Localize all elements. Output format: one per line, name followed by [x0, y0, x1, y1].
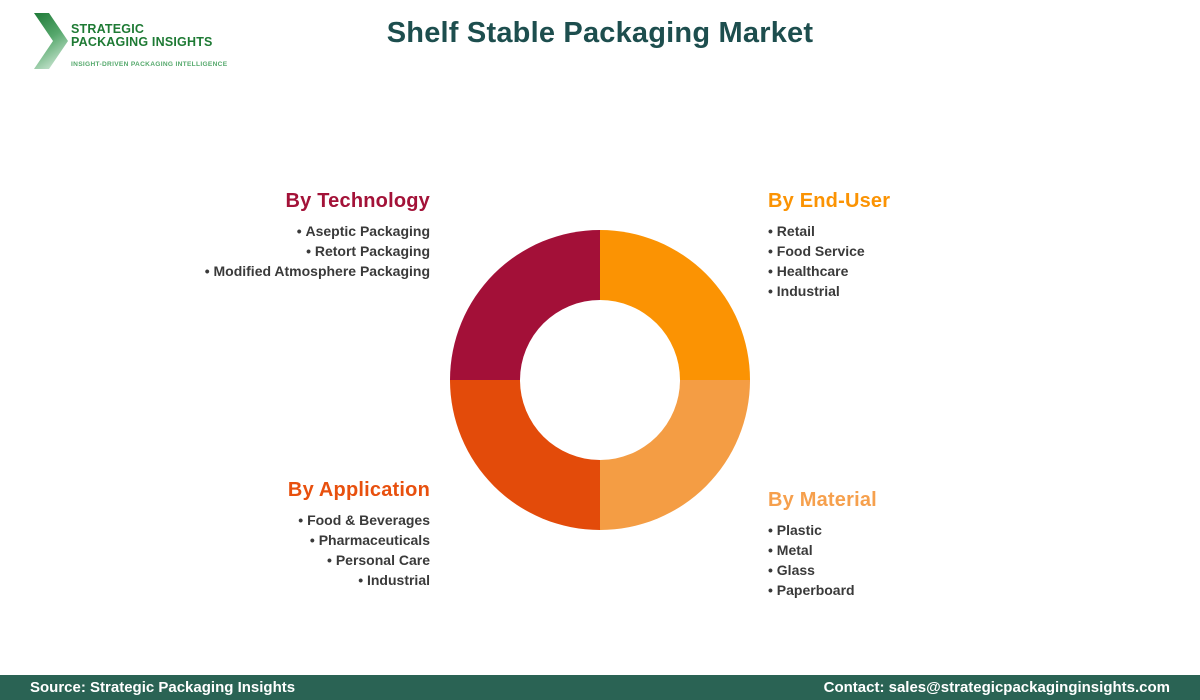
list-item: Industrial [768, 281, 890, 301]
section-by-application: By Application Food & Beverages Pharmace… [288, 480, 430, 590]
donut-hole [520, 300, 680, 460]
section-list-end-user: Retail Food Service Healthcare Industria… [768, 221, 890, 301]
footer-contact: Contact: sales@strategicpackaginginsight… [823, 679, 1170, 696]
logo-chevron-icon [34, 13, 68, 69]
section-list-material: Plastic Metal Glass Paperboard [768, 520, 877, 600]
section-list-technology: Aseptic Packaging Retort Packaging Modif… [205, 221, 430, 281]
list-item: Glass [768, 560, 877, 580]
logo-tagline: INSIGHT-DRIVEN PACKAGING INTELLIGENCE [71, 61, 228, 68]
list-item: Aseptic Packaging [205, 221, 431, 241]
list-item: Paperboard [768, 580, 877, 600]
section-list-application: Food & Beverages Pharmaceuticals Persona… [288, 510, 430, 590]
list-item: Food & Beverages [288, 510, 430, 530]
footer-source: Source: Strategic Packaging Insights [30, 679, 296, 696]
footer-bar: Source: Strategic Packaging Insights Con… [0, 675, 1200, 700]
list-item: Personal Care [288, 550, 430, 570]
section-by-material: By Material Plastic Metal Glass Paperboa… [768, 490, 877, 600]
logo: STRATEGIC PACKAGING INSIGHTS INSIGHT-DRI… [34, 13, 227, 69]
section-heading-end-user: By End-User [768, 190, 891, 212]
list-item: Metal [768, 540, 877, 560]
list-item: Retort Packaging [205, 241, 430, 261]
list-item: Retail [768, 221, 890, 241]
section-heading-application: By Application [287, 479, 430, 501]
logo-text: STRATEGIC PACKAGING INSIGHTS INSIGHT-DRI… [71, 13, 227, 69]
page-title: Shelf Stable Packaging Market [386, 17, 814, 49]
list-item: Healthcare [768, 261, 890, 281]
section-heading-technology: By Technology [285, 190, 430, 212]
section-by-end-user: By End-User Retail Food Service Healthca… [768, 191, 890, 301]
section-heading-material: By Material [768, 489, 877, 511]
list-item: Food Service [768, 241, 890, 261]
list-item: Industrial [288, 570, 430, 590]
list-item: Pharmaceuticals [288, 530, 430, 550]
list-item: Plastic [768, 520, 877, 540]
list-item: Modified Atmosphere Packaging [205, 261, 430, 281]
section-by-technology: By Technology Aseptic Packaging Retort P… [205, 191, 430, 281]
donut-chart [450, 230, 750, 530]
logo-name-line1: STRATEGIC [71, 22, 145, 36]
logo-name-line2: PACKAGING INSIGHTS [71, 34, 213, 49]
